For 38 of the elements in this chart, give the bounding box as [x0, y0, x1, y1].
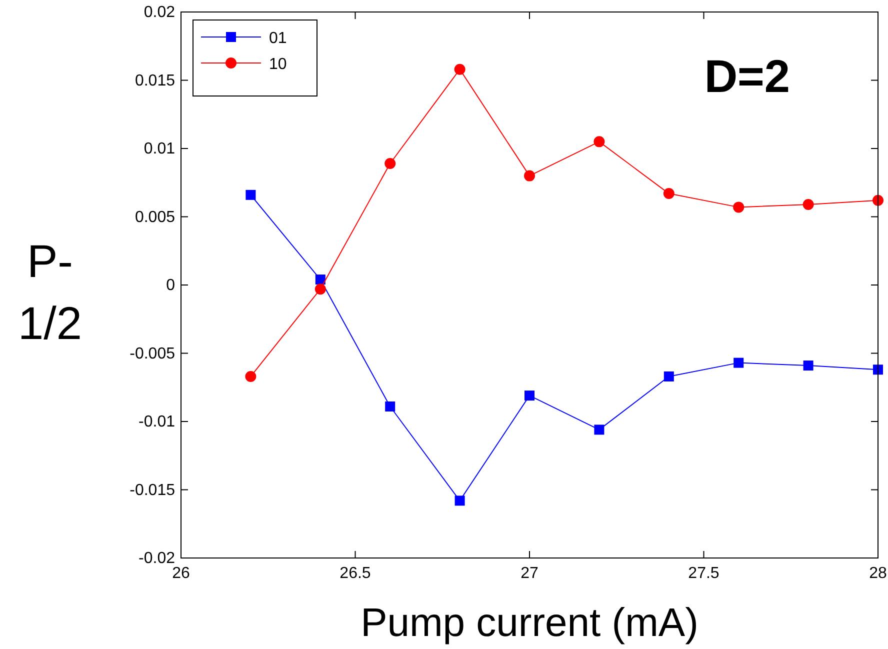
- point: [385, 401, 396, 412]
- y-tick-label: 0.015: [134, 72, 176, 90]
- point: [734, 358, 744, 368]
- legend-label: 01: [269, 30, 287, 47]
- x-axis-title: Pump current (mA): [360, 601, 698, 645]
- point: [733, 202, 744, 213]
- point: [524, 170, 535, 182]
- x-tick-label: 26: [172, 565, 190, 582]
- point: [314, 284, 326, 295]
- point: [594, 136, 605, 148]
- point: [315, 274, 326, 285]
- legend-label: 10: [269, 56, 287, 73]
- y-axis-title: P-1/2: [17, 234, 83, 351]
- point: [246, 190, 256, 200]
- point: [524, 390, 534, 401]
- x-tick-label: 27: [520, 565, 538, 582]
- point: [803, 360, 814, 371]
- x-tick-label: 26.5: [340, 565, 371, 582]
- point: [873, 364, 883, 375]
- y-tick-label: 0: [166, 277, 176, 294]
- y-tick-label: -0.015: [130, 482, 176, 499]
- y-tick-label: -0.005: [130, 345, 176, 362]
- x-tick-label: 27.5: [688, 565, 720, 582]
- point: [245, 370, 256, 382]
- point: [663, 188, 674, 200]
- x-tick-label: 28: [869, 565, 887, 582]
- point: [454, 496, 465, 506]
- y-tick-label: 0.02: [144, 4, 176, 21]
- y-tick-label: -0.02: [138, 550, 176, 567]
- y-tick-label: 0.005: [134, 208, 176, 226]
- point: [594, 424, 604, 435]
- y-tick-label: -0.01: [138, 414, 176, 430]
- point: [384, 158, 396, 170]
- annotation: D=2: [704, 50, 790, 102]
- point: [664, 371, 674, 382]
- y-tick-label: 0.01: [144, 140, 176, 158]
- point: [454, 64, 466, 75]
- point: [802, 198, 814, 210]
